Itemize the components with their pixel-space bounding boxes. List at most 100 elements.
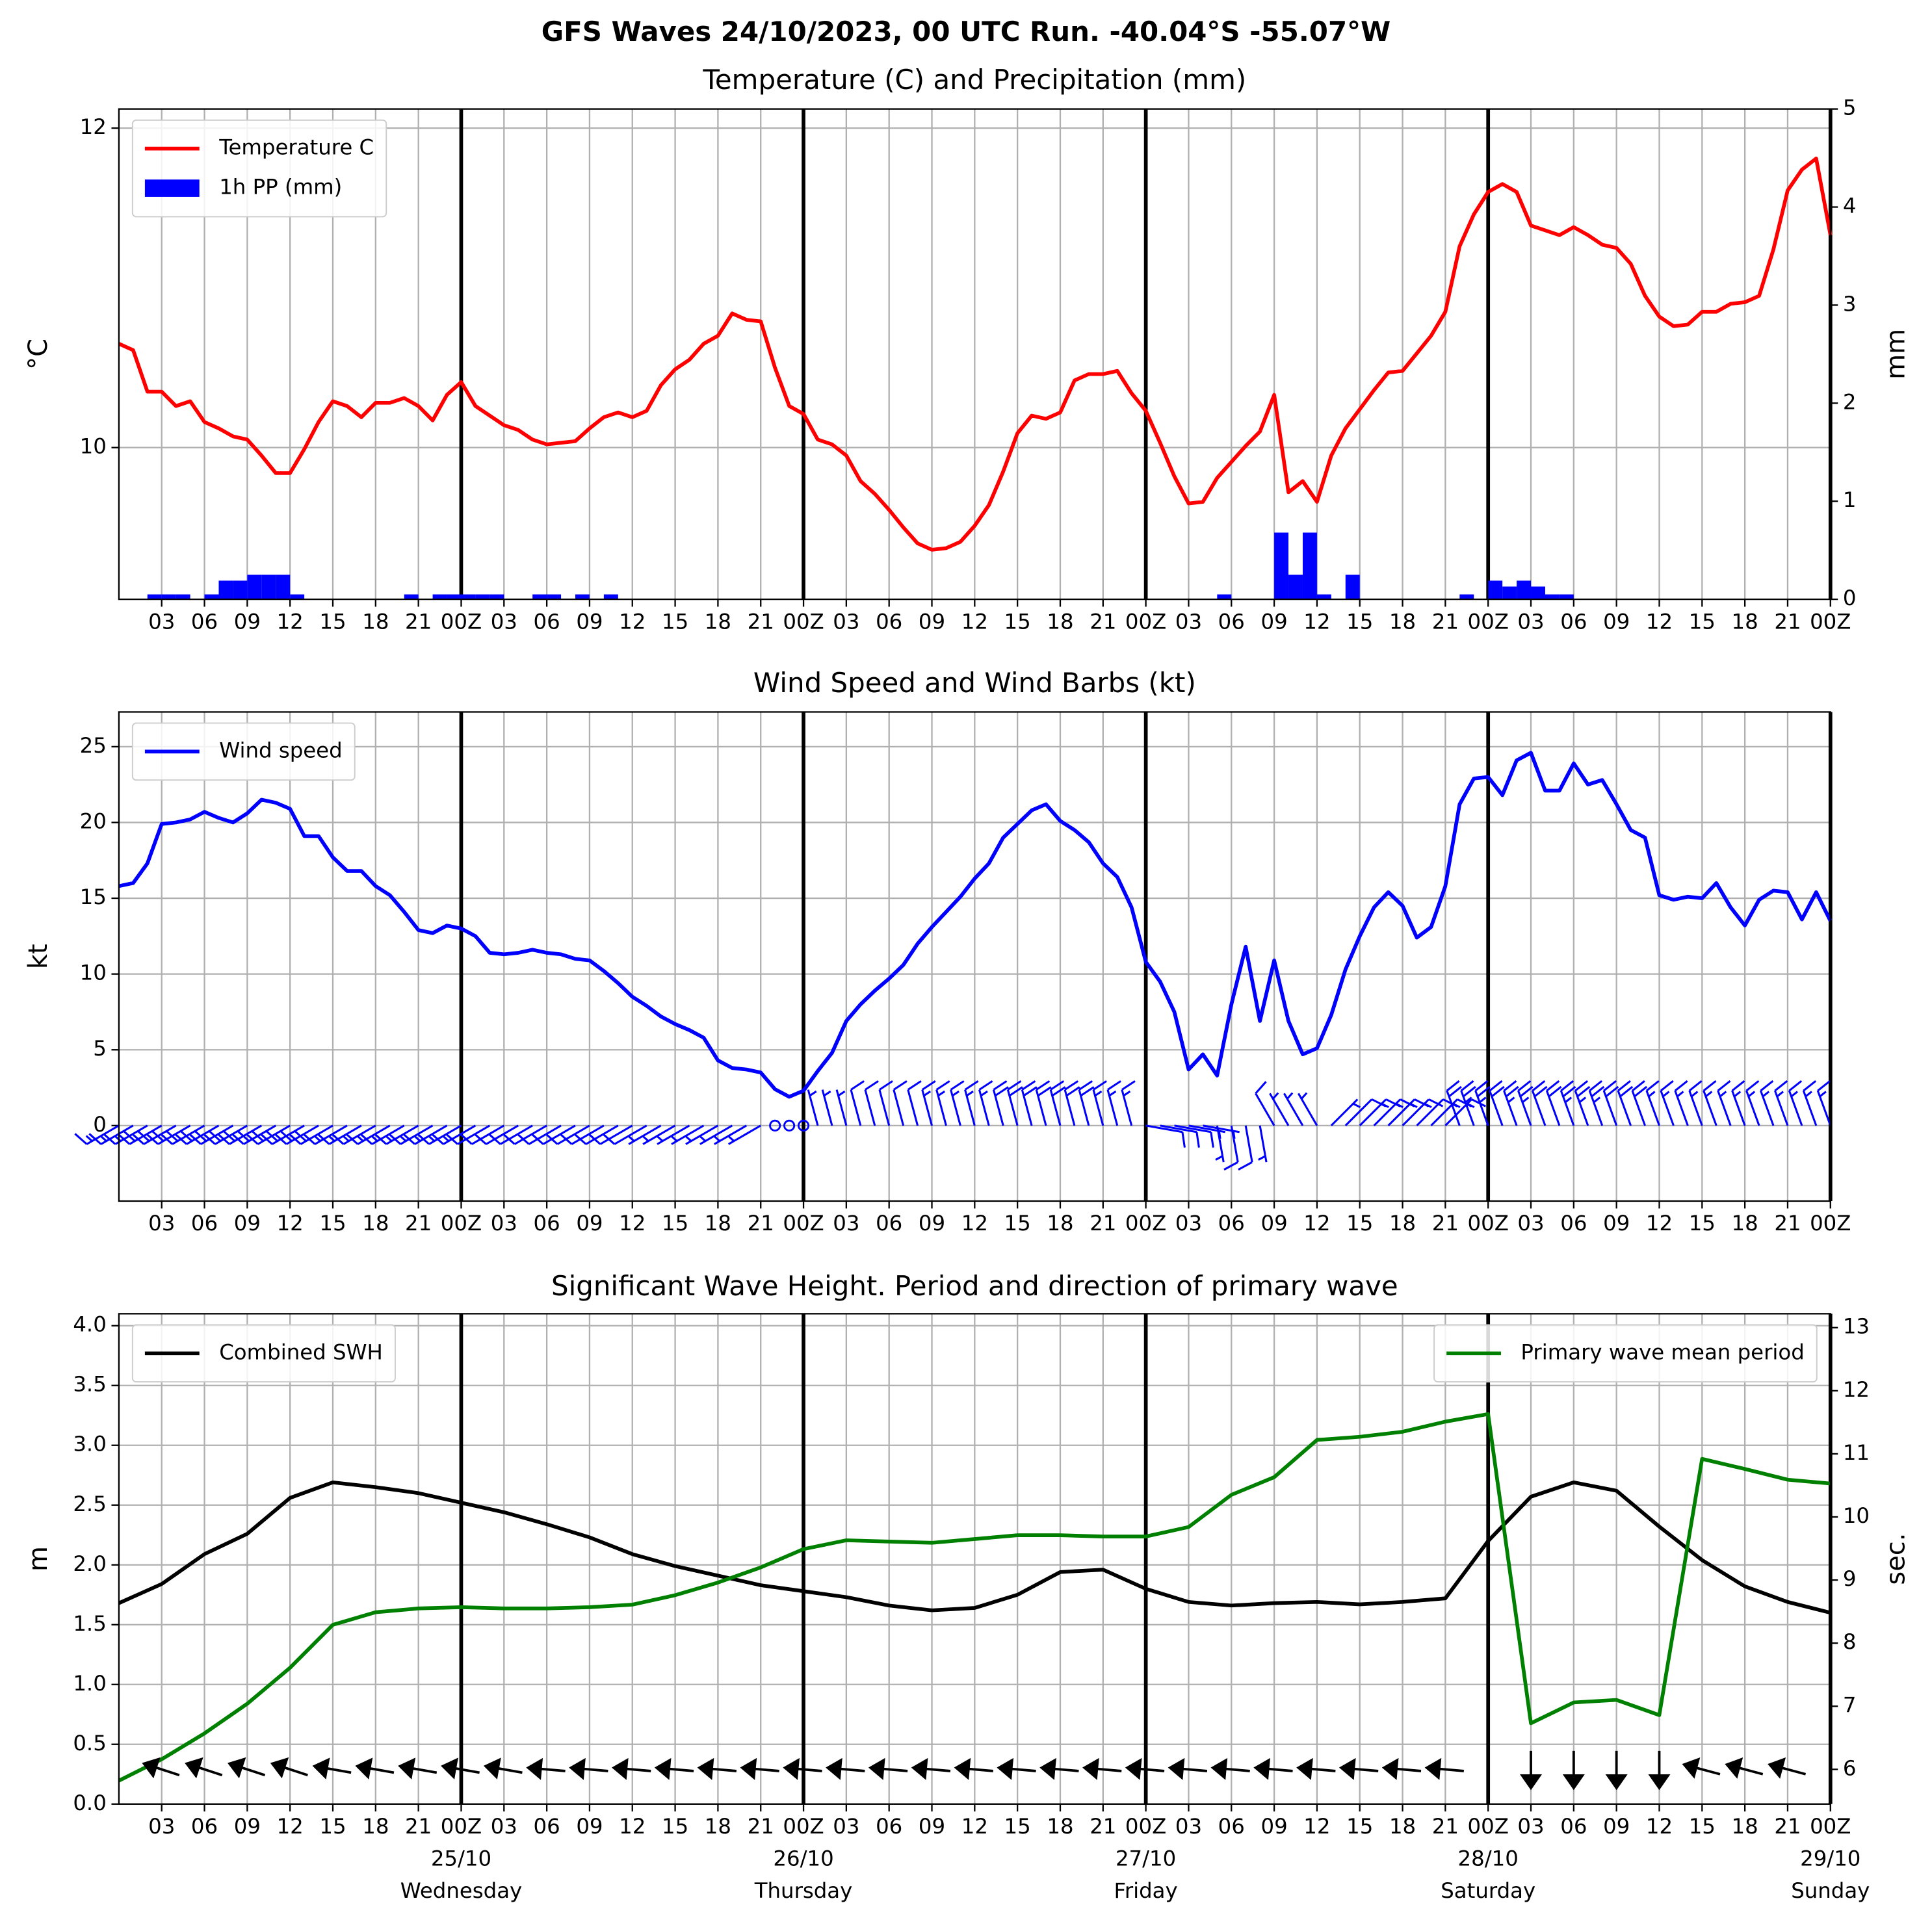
x-tick-label: 09 [1603, 609, 1630, 634]
wind-barb [245, 1124, 291, 1145]
y-tick-label: 10 [80, 434, 107, 459]
wind-barb [530, 1124, 576, 1145]
legend-box [131, 722, 356, 781]
x-tick-label: 09 [1603, 1211, 1630, 1236]
legend-label: Wind speed [219, 738, 342, 762]
wind-barb [188, 1124, 234, 1145]
wave-arrow [483, 1757, 523, 1780]
wind-barb [1106, 1080, 1121, 1126]
bar [176, 594, 190, 600]
wave-arrow [954, 1757, 993, 1780]
x-tick-label: 06 [876, 1211, 902, 1236]
x-tick-label: 15 [319, 609, 346, 634]
wind-barb [1816, 1080, 1832, 1126]
y2-tick-label: 5 [1843, 96, 1857, 120]
wave-arrow [228, 1757, 266, 1779]
y2-axis-label: mm [1881, 329, 1911, 380]
legend-box [1433, 1324, 1818, 1383]
x-tick-label: 06 [534, 1814, 560, 1839]
y-axis-label: m [23, 1546, 53, 1572]
x-tick-label: 18 [362, 1211, 389, 1236]
wind-barb [1444, 1098, 1487, 1126]
x-tick-label: 03 [491, 1814, 517, 1839]
wave-arrow [270, 1757, 308, 1779]
wave-arrow [1296, 1757, 1336, 1780]
wave-arrow [1725, 1757, 1764, 1779]
wind-barb [259, 1124, 305, 1145]
bar [1345, 575, 1360, 600]
wind-barb [964, 1080, 979, 1126]
x-tick-label: 06 [191, 609, 218, 634]
legend-swatch [144, 179, 200, 197]
wind-barb [807, 1089, 819, 1126]
x-tick-label: 03 [1517, 1814, 1544, 1839]
bar [432, 594, 447, 600]
wind-barb [602, 1124, 647, 1145]
x-tick-label: 06 [1560, 1211, 1587, 1236]
wave-arrow [355, 1757, 395, 1780]
wave-arrow [1381, 1757, 1422, 1780]
wind-barb [1035, 1080, 1052, 1126]
wind-barb [685, 1124, 719, 1145]
x-tick-label: 00Z [1125, 609, 1166, 634]
wind-barb [1773, 1080, 1789, 1126]
legend-label: 1h PP (mm) [219, 175, 342, 200]
day-label: Friday [1114, 1878, 1178, 1903]
wind-barb [1617, 1080, 1634, 1126]
wind-barb [1269, 1092, 1290, 1126]
plot-frame [118, 108, 1831, 601]
y2-tick-label: 9 [1843, 1566, 1857, 1591]
x-tick-label: 15 [319, 1211, 346, 1236]
wind-barb [202, 1124, 248, 1145]
wind-barb [1602, 1080, 1619, 1126]
wind-barb [992, 1080, 1009, 1126]
wind-barb [1258, 1125, 1268, 1163]
x-tick-label: 21 [1090, 609, 1116, 634]
wind-barb-calm [769, 1119, 781, 1132]
bar [204, 594, 219, 600]
wind-barb [445, 1124, 491, 1145]
date-label: 27/10 [1116, 1846, 1176, 1871]
wind-barb [1121, 1080, 1136, 1126]
bar [404, 594, 419, 600]
y-tick-label: 2.5 [73, 1492, 107, 1516]
y-tick-label: 20 [80, 809, 107, 833]
y-tick-label: 4.0 [73, 1312, 107, 1337]
legend: Combined SWH [131, 1324, 396, 1383]
wind-barb [821, 1089, 833, 1126]
x-tick-label: 12 [277, 1211, 304, 1236]
wind-barb [1660, 1080, 1675, 1126]
wave-arrow [997, 1757, 1036, 1780]
x-tick-label: 18 [362, 1814, 389, 1839]
y-tick-label: 1.5 [73, 1611, 107, 1636]
x-tick-label: 00Z [1468, 609, 1509, 634]
x-tick-label: 03 [148, 609, 175, 634]
y2-tick-label: 6 [1843, 1755, 1857, 1780]
wave-arrow [740, 1757, 779, 1780]
wind-barb [699, 1124, 733, 1145]
y2-tick-label: 2 [1843, 389, 1857, 414]
wind-barb [131, 1124, 177, 1145]
legend: Wind speed [131, 722, 356, 781]
wave-arrow [1210, 1757, 1250, 1780]
wind-barb [1446, 1080, 1462, 1126]
y2-tick-label: 0 [1843, 586, 1857, 610]
wave-arrow [1338, 1757, 1379, 1780]
bar [475, 594, 490, 600]
wave-arrow [1253, 1757, 1293, 1780]
x-tick-label: 12 [1303, 1814, 1330, 1839]
x-tick-label: 03 [148, 1211, 175, 1236]
y-tick-label: 1.0 [73, 1671, 107, 1696]
wave-arrow [1039, 1757, 1079, 1780]
wind-barb [727, 1124, 761, 1145]
y2-tick-label: 8 [1843, 1629, 1857, 1654]
wind-barb [1588, 1080, 1605, 1126]
x-tick-label: 18 [1389, 1211, 1416, 1236]
wind-barb [1745, 1080, 1760, 1126]
x-tick-label: 12 [277, 609, 304, 634]
x-tick-label: 15 [1004, 1814, 1031, 1839]
day-label: Wednesday [400, 1878, 522, 1903]
bar [603, 594, 618, 600]
x-tick-label: 00Z [441, 1211, 482, 1236]
x-tick-label: 09 [1260, 1814, 1287, 1839]
